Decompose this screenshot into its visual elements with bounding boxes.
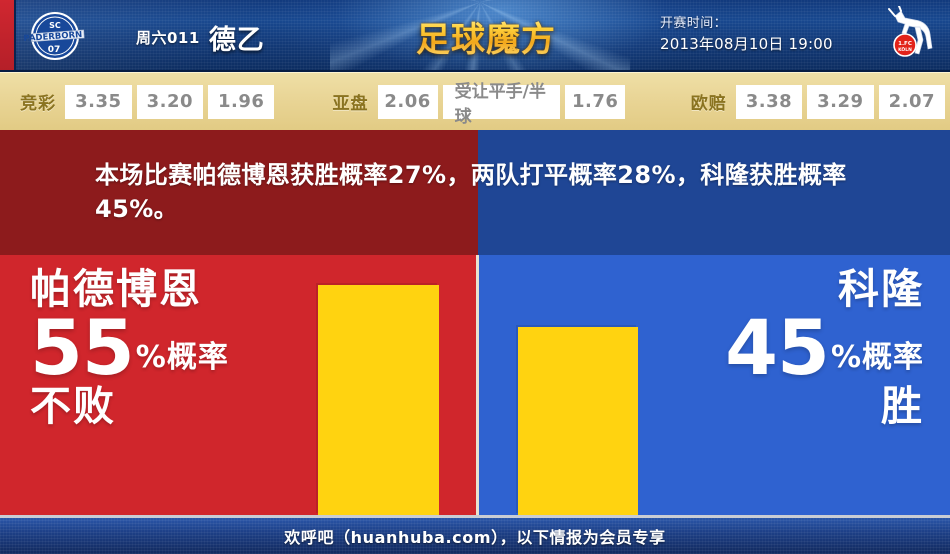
sc-paderborn-07-crest-icon[interactable]: SC PADERBORN 07	[22, 9, 94, 63]
summary-banner-right-half	[478, 130, 950, 255]
away-team-stats: 科隆 45 %概率 胜	[725, 265, 924, 430]
away-probability-value: 45	[725, 302, 830, 392]
odds-group-jingcai: 竞彩 3.35 3.20 1.96	[20, 84, 279, 119]
odds-label-oupei: 欧赔	[690, 94, 727, 114]
team-probability-panels: 帕德博恩 55 %概率 不败 科隆 45 %概率 胜	[0, 255, 950, 515]
home-outcome-label: 不败	[30, 381, 116, 430]
odds-cell-oupei-home[interactable]: 3.38	[735, 84, 803, 119]
odds-group-oupei: 欧赔 3.38 3.29 2.07	[690, 84, 950, 119]
home-probability-bar	[318, 285, 439, 515]
footer-text: 欢呼吧（huanhuba.com），以下情报为会员专享	[284, 528, 666, 547]
home-probability-unit: %概率	[135, 339, 229, 375]
summary-text: 本场比赛帕德博恩获胜概率27%，两队打平概率28%，科隆获胜概率45%。	[95, 161, 847, 224]
svg-text:KÖLN: KÖLN	[898, 46, 912, 53]
brand-logo-text: 足球魔方	[416, 12, 556, 61]
odds-cell-yapan-handicap[interactable]: 受让平手/半球	[442, 82, 561, 127]
odds-cell-jingcai-away[interactable]: 1.96	[208, 84, 275, 119]
away-probability-unit: %概率	[830, 339, 924, 375]
home-probability-value: 55	[30, 302, 135, 392]
svg-text:1.FC: 1.FC	[898, 41, 912, 47]
svg-text:PADERBORN: PADERBORN	[23, 30, 82, 44]
header-bottom-divider	[0, 70, 950, 72]
odds-bar: 竞彩 3.35 3.20 1.96 亚盘 2.06 受让平手/半球 1.76 欧…	[0, 72, 950, 130]
odds-cell-jingcai-draw[interactable]: 3.20	[136, 84, 203, 119]
away-outcome-label: 胜	[881, 381, 924, 430]
probability-summary-banner: 本场比赛帕德博恩获胜概率27%，两队打平概率28%，科隆获胜概率45%。	[0, 130, 950, 255]
left-red-accent-bar	[0, 0, 14, 72]
away-probability-row: 45 %概率	[725, 302, 924, 392]
svg-text:07: 07	[48, 45, 61, 55]
away-team-name: 科隆	[838, 265, 924, 313]
kickoff-time-label: 开赛时间：	[660, 16, 728, 31]
match-label: 周六011 德乙	[136, 18, 265, 56]
brand-logo[interactable]: 足球魔方	[398, 6, 574, 66]
left-accent-edge	[14, 0, 16, 72]
kickoff-time-block: 开赛时间： 2013年08月10日 19:00	[660, 15, 833, 56]
panel-divider	[476, 255, 479, 515]
league-name: 德乙	[208, 24, 265, 56]
home-team-stats: 帕德博恩 55 %概率 不败	[30, 265, 229, 430]
away-probability-bar	[518, 327, 638, 515]
match-header: SC PADERBORN 07 周六011 德乙 足球魔方 开赛时间： 2013…	[0, 0, 950, 72]
odds-cell-jingcai-home[interactable]: 3.35	[65, 84, 132, 119]
odds-label-yapan: 亚盘	[332, 94, 369, 114]
fc-koln-crest-icon[interactable]: 1.FC KÖLN	[885, 5, 943, 66]
kickoff-time-value: 2013年08月10日 19:00	[660, 34, 833, 53]
odds-cell-oupei-away[interactable]: 2.07	[878, 84, 945, 119]
odds-cell-yapan-home[interactable]: 2.06	[377, 84, 438, 119]
summary-banner-left-half	[0, 130, 478, 255]
odds-cell-yapan-away[interactable]: 1.76	[565, 84, 626, 119]
home-probability-row: 55 %概率	[30, 302, 229, 392]
site-footer-bar: 欢呼吧（huanhuba.com），以下情报为会员专享	[0, 515, 950, 554]
match-round-label: 周六011	[136, 28, 200, 47]
odds-cell-oupei-draw[interactable]: 3.29	[807, 84, 874, 119]
home-team-name: 帕德博恩	[30, 265, 202, 313]
odds-label-jingcai: 竞彩	[20, 94, 57, 114]
svg-text:SC: SC	[49, 21, 61, 30]
odds-group-yapan: 亚盘 2.06 受让平手/半球 1.76	[332, 82, 631, 127]
